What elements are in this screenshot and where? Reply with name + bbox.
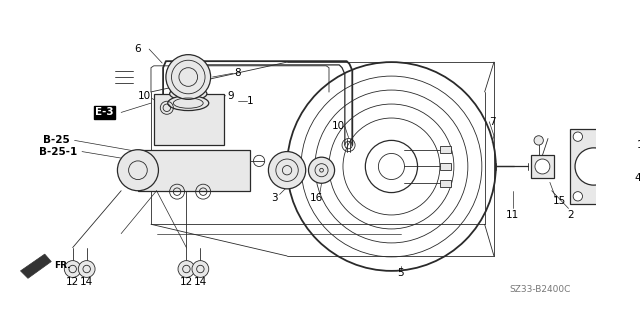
Text: 6: 6 (134, 44, 141, 54)
Text: B-25-1: B-25-1 (38, 146, 77, 157)
Circle shape (308, 157, 335, 183)
Circle shape (192, 261, 209, 278)
Text: 12: 12 (180, 277, 193, 287)
Circle shape (575, 148, 612, 185)
Bar (570, 129, 617, 204)
Text: 12: 12 (66, 277, 79, 287)
Text: 2: 2 (567, 210, 573, 220)
Ellipse shape (175, 89, 202, 99)
Circle shape (605, 132, 614, 141)
Text: 7: 7 (489, 117, 495, 127)
Circle shape (64, 261, 81, 278)
Text: B-25: B-25 (42, 135, 69, 145)
Text: 9: 9 (228, 91, 234, 101)
Circle shape (573, 192, 582, 201)
Text: 5: 5 (397, 268, 404, 278)
Ellipse shape (170, 87, 207, 100)
Circle shape (535, 159, 550, 174)
Text: 15: 15 (552, 196, 566, 206)
Text: 4: 4 (634, 173, 640, 183)
Circle shape (268, 152, 306, 189)
Circle shape (117, 150, 159, 191)
Bar (440, 146, 451, 153)
Circle shape (620, 135, 637, 152)
Bar (531, 155, 554, 178)
Text: SZ33-B2400C: SZ33-B2400C (510, 285, 572, 294)
Circle shape (573, 132, 582, 141)
Circle shape (78, 261, 95, 278)
Bar (138, 150, 250, 191)
Text: 1: 1 (246, 96, 253, 106)
Text: 3: 3 (271, 193, 278, 203)
Text: 10: 10 (332, 122, 345, 131)
Ellipse shape (168, 96, 209, 111)
Text: FR.: FR. (54, 261, 70, 270)
Bar (440, 180, 451, 187)
Circle shape (534, 136, 543, 145)
Text: 10: 10 (138, 91, 151, 101)
Bar (440, 163, 451, 170)
Circle shape (166, 55, 211, 100)
Text: 8: 8 (234, 68, 241, 78)
Circle shape (605, 192, 614, 201)
Text: 13: 13 (636, 140, 640, 150)
Bar (154, 94, 223, 145)
Text: 16: 16 (310, 193, 323, 203)
Text: 14: 14 (194, 277, 207, 287)
Polygon shape (20, 254, 51, 278)
Text: E-3: E-3 (95, 108, 114, 117)
Text: 14: 14 (80, 277, 93, 287)
Text: 11: 11 (506, 210, 519, 220)
Circle shape (178, 261, 195, 278)
